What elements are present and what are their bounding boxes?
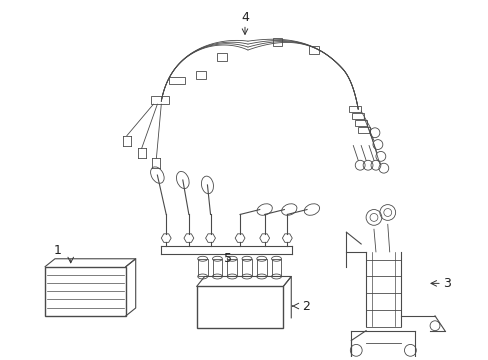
Bar: [242, 259, 251, 276]
Bar: [351, 113, 364, 119]
Bar: [227, 259, 237, 276]
Text: 5: 5: [224, 252, 232, 265]
Bar: [272, 38, 282, 46]
Bar: [151, 96, 169, 104]
Bar: [197, 259, 207, 276]
Bar: [271, 259, 281, 276]
Bar: [348, 106, 361, 112]
Bar: [355, 120, 366, 126]
Text: 4: 4: [241, 11, 248, 24]
Bar: [196, 286, 283, 328]
Text: 2: 2: [302, 300, 309, 312]
Bar: [217, 53, 227, 61]
Bar: [169, 77, 184, 85]
Text: 3: 3: [442, 277, 450, 290]
Text: 1: 1: [54, 244, 62, 257]
Bar: [195, 71, 205, 78]
Bar: [256, 259, 266, 276]
Bar: [45, 267, 125, 316]
Bar: [212, 259, 222, 276]
Bar: [358, 127, 369, 133]
Bar: [308, 46, 318, 54]
